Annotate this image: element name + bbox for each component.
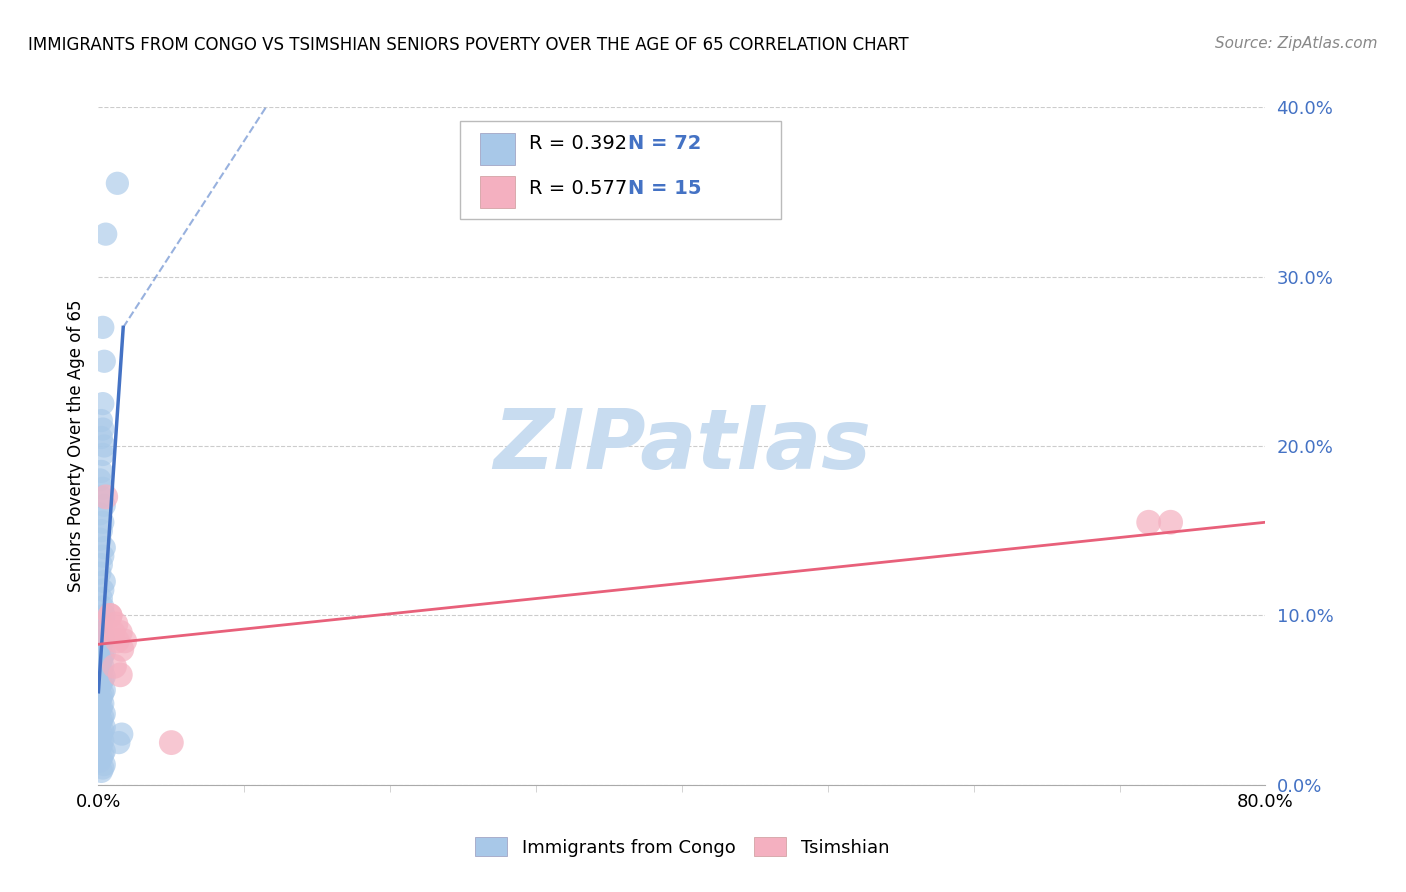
Point [91,723,114,738]
Point [90,700,112,714]
Point [89,625,111,640]
Point [90,714,112,728]
Text: R = 0.577: R = 0.577 [529,178,627,197]
FancyBboxPatch shape [460,120,782,219]
Point [1160,515,1182,529]
Point [98,608,121,623]
Point [91,482,114,496]
Point [91,629,114,643]
Point [110,667,132,681]
Point [98,608,121,623]
Point [93,757,115,772]
Point [91,633,114,648]
Point [91,583,114,598]
Point [93,541,115,555]
Text: N = 72: N = 72 [628,134,702,153]
Point [93,669,115,683]
Point [105,633,128,648]
Point [91,625,114,640]
Point [90,430,112,444]
Text: N = 15: N = 15 [628,178,702,197]
Point [101,625,124,640]
Text: IMMIGRANTS FROM CONGO VS TSIMSHIAN SENIORS POVERTY OVER THE AGE OF 65 CORRELATIO: IMMIGRANTS FROM CONGO VS TSIMSHIAN SENIO… [28,36,908,54]
Point [89,740,111,755]
Point [89,642,111,657]
Point [93,498,115,512]
Point [90,676,112,690]
Point [90,464,112,478]
Point [90,490,112,504]
Point [91,761,114,775]
Point [89,507,111,521]
FancyBboxPatch shape [479,176,515,208]
Point [91,673,114,687]
Point [93,608,115,623]
Point [94,490,117,504]
Text: ZIPatlas: ZIPatlas [494,406,870,486]
Point [103,659,125,673]
Point [91,659,114,673]
FancyBboxPatch shape [479,133,515,165]
Point [91,515,114,529]
Point [91,697,114,711]
Point [93,683,115,698]
Point [90,737,112,751]
Point [111,642,134,657]
Point [89,693,111,707]
Point [91,549,114,564]
Point [108,735,131,749]
Legend: Immigrants from Congo, Tsimshian: Immigrants from Congo, Tsimshian [468,830,896,864]
Point [93,439,115,453]
Point [89,666,111,681]
Point [91,734,114,748]
Point [89,703,111,717]
Point [91,599,114,614]
Point [90,764,112,779]
Point [160,735,183,749]
Y-axis label: Seniors Poverty Over the Age of 65: Seniors Poverty Over the Age of 65 [66,300,84,592]
Point [89,680,111,694]
Point [104,617,127,632]
Point [91,747,114,762]
Point [90,637,112,651]
Point [89,473,111,487]
Point [111,727,134,741]
Point [93,574,115,589]
Point [90,617,112,632]
Point [89,754,111,768]
Point [93,720,115,734]
Point [91,649,114,664]
Point [91,447,114,462]
Text: R = 0.392: R = 0.392 [529,134,627,153]
Text: Source: ZipAtlas.com: Source: ZipAtlas.com [1215,36,1378,51]
Point [89,566,111,581]
Point [90,591,112,606]
Point [89,656,111,670]
Point [93,706,115,721]
Point [91,686,114,700]
Point [93,354,115,368]
Point [114,633,136,648]
Point [91,320,114,334]
Point [90,663,112,677]
Point [90,414,112,428]
Point [89,717,111,731]
Point [90,751,112,765]
Point [90,524,112,538]
Point [93,744,115,758]
Point [90,690,112,704]
Point [89,532,111,546]
Point [90,558,112,572]
Point [94,227,117,241]
Point [90,652,112,666]
Point [89,731,111,745]
Point [93,646,115,660]
Point [90,727,112,741]
Point [91,422,114,436]
Point [105,177,128,191]
Point [1137,515,1160,529]
Point [110,625,132,640]
Point [91,396,114,410]
Point [91,710,114,724]
